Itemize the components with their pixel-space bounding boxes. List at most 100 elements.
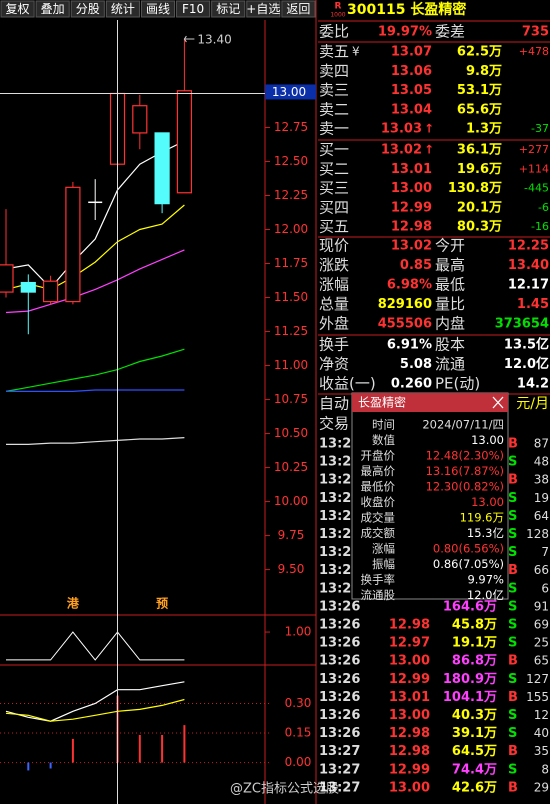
trade-side: B	[508, 690, 518, 705]
field-label: 买四	[319, 198, 349, 216]
toolbar-button[interactable]	[281, 0, 316, 18]
book-change: -445	[524, 182, 549, 195]
field-value: 735	[522, 25, 549, 40]
y-tick-label: 11.00	[274, 358, 308, 372]
popup-value: 2024/07/11/四	[422, 418, 504, 432]
y-tick-label: 0.00	[285, 755, 312, 769]
trade-side: B	[508, 654, 518, 669]
trade-count: 155	[526, 690, 549, 704]
field-label: 净资	[319, 355, 349, 373]
popup-titlebar	[352, 393, 508, 412]
toolbar-label[interactable]: 返回	[286, 2, 310, 16]
toolbar-label[interactable]: 统计	[111, 2, 135, 16]
toolbar-label[interactable]: 分股	[76, 2, 100, 16]
trade-volume: 86.8万	[452, 654, 497, 669]
trade-side: B	[508, 437, 518, 452]
toolbar-button[interactable]	[70, 0, 105, 18]
trade-count: 25	[534, 636, 549, 650]
book-volume: 53.1万	[457, 83, 502, 98]
y-tick-label: 11.50	[274, 290, 308, 304]
book-change: -16	[531, 220, 549, 233]
toolbar-button[interactable]	[246, 0, 281, 18]
y-tick-label: 1.00	[285, 625, 312, 639]
field-value: 13.05	[391, 83, 432, 98]
toolbar-button[interactable]	[0, 0, 35, 18]
trade-time: 13:26	[319, 654, 360, 669]
toolbar-button[interactable]	[176, 0, 211, 18]
ma-line	[5, 348, 185, 392]
y-tick-label: 11.25	[274, 324, 308, 338]
field-label: 外盘	[319, 315, 349, 333]
popup-title: 长盈精密	[358, 395, 406, 410]
field-value: 0.260	[391, 377, 432, 392]
field-label: 现价	[319, 237, 349, 255]
popup-value: 13.16(7.87%)	[426, 464, 504, 478]
candle-body	[132, 105, 148, 134]
trade-time: 13:26	[319, 473, 360, 488]
trade-time: 13:26	[319, 455, 360, 470]
field-label: 今开	[435, 237, 465, 255]
popup-label: 数值	[372, 433, 395, 447]
candle-body	[42, 280, 59, 303]
candle-body	[154, 132, 170, 205]
trade-count: 19	[534, 491, 549, 505]
toolbar-button[interactable]	[35, 0, 70, 18]
trade-time: 13:26	[319, 618, 360, 633]
field-label: 最高	[435, 256, 465, 274]
trade-price: 12.98	[389, 618, 430, 633]
badge-letter: R	[335, 2, 342, 12]
field-label: 最低	[435, 276, 465, 294]
trade-count: 65	[534, 654, 549, 668]
trade-price: 13.00	[389, 654, 430, 669]
toolbar-label[interactable]: 复权	[6, 2, 30, 16]
y-tick-label: 9.75	[278, 528, 305, 542]
field-label: 交易	[319, 415, 349, 433]
book-flag: ↑	[424, 122, 434, 136]
field-label: 卖三	[319, 81, 349, 99]
toolbar-button[interactable]	[140, 0, 176, 18]
field-value: 13.5亿	[504, 337, 549, 353]
macd-bar	[49, 762, 52, 769]
trade-side: S	[508, 726, 517, 741]
y-tick-label: 10.75	[274, 392, 308, 406]
trade-volume: 104.1万	[443, 690, 497, 705]
toolbar-label[interactable]: 标记	[216, 2, 240, 16]
popup-close[interactable]	[492, 396, 504, 409]
trade-time: 13:27	[319, 744, 360, 759]
trade-time: 13:26	[319, 491, 360, 506]
toolbar-label[interactable]: +自选	[246, 2, 280, 16]
book-volume: 19.6万	[457, 162, 502, 177]
badge	[330, 0, 345, 20]
y-tick-label: 12.50	[274, 154, 308, 168]
book-change: +478	[519, 45, 549, 58]
popup-label: 最低价	[361, 480, 396, 494]
toolbar-button[interactable]	[211, 0, 246, 18]
toolbar-label[interactable]: F10	[182, 2, 204, 16]
field-label: 换手	[319, 336, 349, 354]
field-label: 委比	[319, 23, 349, 41]
crosshair-box	[265, 84, 316, 100]
toolbar-button[interactable]	[105, 0, 140, 18]
candle-body	[65, 186, 81, 303]
toolbar-label[interactable]: 叠加	[41, 2, 65, 16]
field-label: 收益(一)	[319, 375, 376, 393]
trade-time: 13:26	[319, 581, 360, 596]
trade-side: S	[508, 599, 517, 614]
trade-count: 7	[541, 545, 549, 559]
field-value: 13.06	[391, 64, 432, 79]
popup-label: 涨幅	[372, 542, 395, 556]
trade-volume: 19.1万	[452, 636, 497, 651]
book-change: -6	[538, 201, 549, 214]
macd-bar	[27, 762, 30, 771]
field-value: 12.17	[508, 278, 549, 293]
field-value: 13.02	[381, 143, 422, 158]
field-value: 12.25	[508, 239, 549, 254]
field-label: 卖四	[319, 62, 349, 80]
toolbar-label[interactable]: 画线	[146, 2, 170, 16]
macd-line	[5, 698, 185, 722]
trade-side: S	[508, 545, 517, 560]
field-value: 6.98%	[387, 278, 432, 293]
field-value: 13.01	[391, 162, 432, 177]
signal-line	[6, 631, 185, 661]
trade-price: 12.98	[389, 726, 430, 741]
